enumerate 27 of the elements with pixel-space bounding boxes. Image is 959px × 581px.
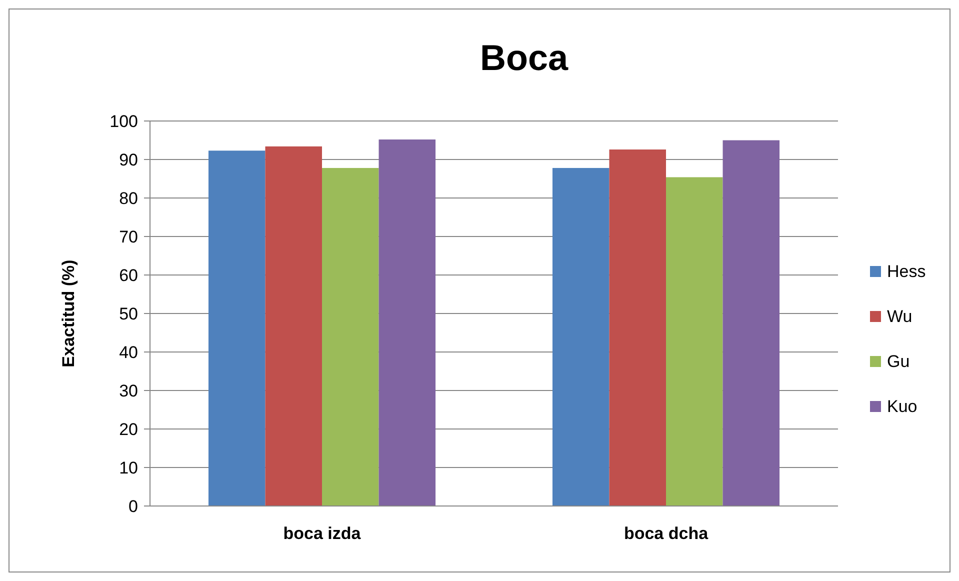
bar (208, 150, 266, 506)
y-tick-label: 50 (119, 304, 138, 324)
bar (722, 140, 780, 506)
legend-label: Hess (887, 262, 926, 281)
y-tick-label: 40 (119, 342, 138, 362)
y-tick-label: 70 (119, 227, 138, 246)
bar (322, 168, 379, 506)
x-tick-label: boca dcha (624, 524, 709, 543)
bar (609, 149, 666, 506)
y-axis-title: Exactitud (%) (59, 260, 78, 368)
y-tick-label: 30 (119, 381, 138, 400)
y-tick-label: 80 (119, 188, 138, 208)
chart-title: Boca (480, 37, 569, 78)
bar (378, 139, 436, 506)
bar (552, 168, 610, 506)
x-tick-label: boca izda (283, 524, 362, 543)
legend-label: Wu (887, 306, 912, 326)
legend-label: Gu (887, 352, 910, 371)
y-tick-label: 60 (119, 266, 138, 285)
y-tick-label: 10 (119, 458, 138, 478)
legend-label: Kuo (887, 396, 918, 416)
y-tick-label: 20 (119, 420, 138, 439)
y-tick-label: 90 (119, 150, 138, 170)
bar (666, 177, 723, 506)
y-tick-label: 100 (110, 112, 138, 131)
y-tick-label: 0 (128, 496, 138, 516)
bar (265, 146, 322, 506)
